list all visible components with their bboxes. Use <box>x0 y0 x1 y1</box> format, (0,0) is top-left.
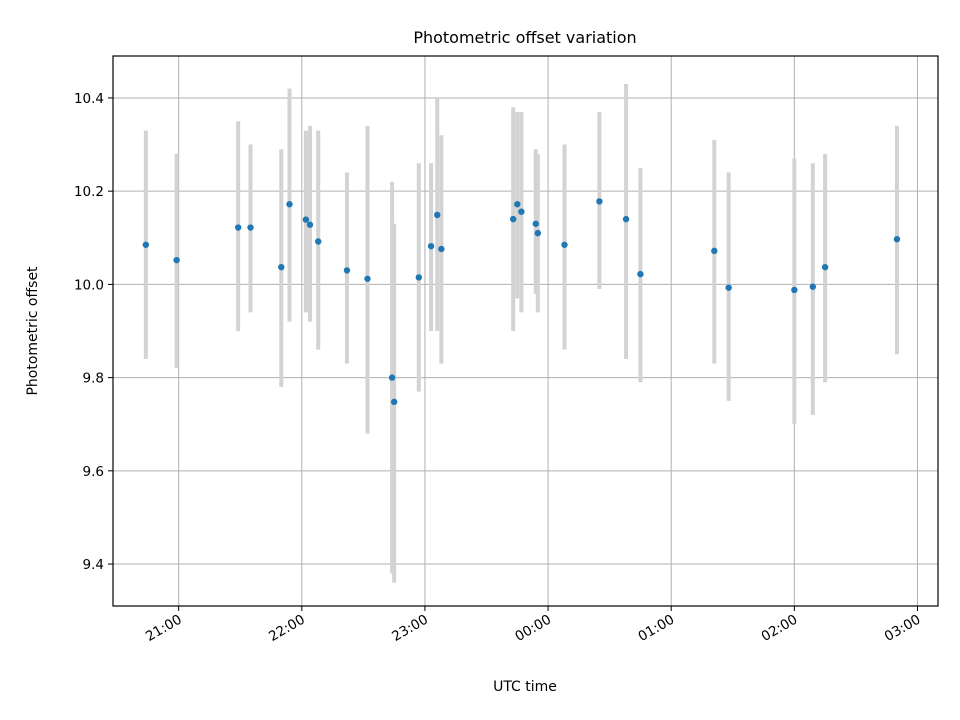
data-point <box>434 211 441 219</box>
data-point <box>286 201 293 208</box>
y-tick-label: 9.8 <box>83 371 104 387</box>
grid-lines <box>113 56 938 606</box>
x-axis-label: UTC time <box>493 679 557 695</box>
x-tick-label: 03:00 <box>882 612 924 645</box>
data-point <box>509 215 517 223</box>
x-tick-label: 00:00 <box>512 612 554 645</box>
chart-title: Photometric offset variation <box>413 28 636 47</box>
x-tick-label: 01:00 <box>636 612 678 645</box>
data-point <box>534 229 542 237</box>
data-point <box>532 220 539 227</box>
data-point <box>173 256 180 264</box>
data-point <box>247 224 254 231</box>
data-point <box>306 221 314 228</box>
data-point <box>438 245 445 253</box>
x-tick-label: 22:00 <box>266 612 308 645</box>
data-point <box>893 235 901 243</box>
data-point <box>343 267 351 274</box>
data-point <box>791 286 798 294</box>
data-point <box>142 241 150 248</box>
data-point <box>637 270 644 278</box>
y-tick-label: 10.2 <box>74 184 104 200</box>
data-point <box>234 224 242 231</box>
data-point <box>388 374 396 381</box>
y-tick-label: 9.6 <box>83 464 104 480</box>
y-tick-label: 9.4 <box>83 557 104 573</box>
data-point <box>415 274 422 281</box>
data-point <box>315 238 322 245</box>
data-point <box>711 247 718 255</box>
data-point <box>390 398 398 406</box>
data-point <box>364 275 371 282</box>
data-point <box>278 263 285 271</box>
data-point <box>302 216 310 223</box>
data-point <box>518 208 525 215</box>
data-point <box>514 201 521 208</box>
error-bars <box>143 83 899 583</box>
y-tick-label: 10.4 <box>74 91 104 107</box>
data-point <box>596 198 603 205</box>
data-point <box>809 283 817 290</box>
x-tick-label: 23:00 <box>389 612 431 645</box>
y-axis-label: Photometric offset <box>25 266 41 396</box>
x-tick-label: 02:00 <box>759 612 801 645</box>
data-point <box>725 284 732 291</box>
data-point <box>821 263 829 271</box>
data-points <box>142 198 901 406</box>
data-point <box>561 241 568 248</box>
data-point <box>622 215 630 223</box>
plot-frame <box>112 55 939 607</box>
y-tick-label: 10.0 <box>74 277 104 293</box>
data-point <box>427 242 435 250</box>
x-tick-label: 21:00 <box>143 612 185 645</box>
